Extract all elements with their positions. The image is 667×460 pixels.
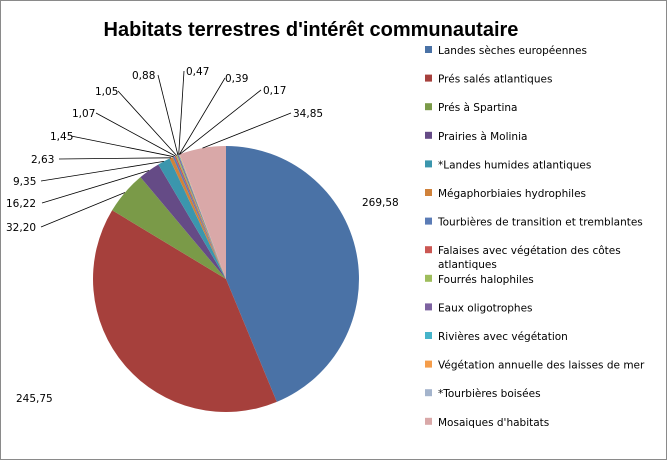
legend-label-rivieres-avec-vegetation: Rivières avec végétation — [438, 331, 568, 343]
leader-line — [95, 112, 176, 157]
pie-slice-fourres-halophiles — [175, 155, 226, 279]
leader-line — [117, 90, 177, 156]
leader-line — [40, 161, 164, 182]
legend-swatch-tourbieres-boisees — [425, 389, 432, 397]
legend-swatch-pres-sales-atlantiques — [425, 74, 432, 82]
data-label-tourbieres-de-transition-et-tremblantes: 1,45 — [50, 131, 73, 143]
legend-swatch-prairies-a-molinia — [425, 131, 432, 139]
pie-slice-megaphorbiaies-hydrophiles — [169, 157, 226, 279]
legend-label-mosaiques-d-habitats: Mosaiques d'habitats — [438, 417, 549, 429]
legend-label-prairies-a-molinia: Prairies à Molinia — [438, 131, 527, 143]
legend-label-tourbieres-de-transition-et-tremblantes: Tourbières de transition et tremblantes — [437, 217, 643, 229]
leader-line — [58, 157, 172, 160]
data-label-pres-sales-atlantiques: 245,75 — [16, 393, 53, 405]
legend-label-tourbieres-boisees: *Tourbières boisées — [438, 388, 541, 400]
data-label-megaphorbiaies-hydrophiles: 2,63 — [31, 154, 54, 166]
leader-line — [202, 112, 292, 149]
data-label-rivieres-avec-vegetation: 0,47 — [186, 66, 209, 78]
data-label-tourbieres-boisees: 0,17 — [263, 85, 286, 97]
pie-slice-tourbieres-boisees — [179, 154, 226, 279]
leader-line — [178, 77, 226, 155]
data-label-vegetation-annuelle-des-laisses-de-mer: 0,39 — [225, 73, 248, 85]
leader-line — [178, 70, 185, 155]
chart-title: Habitats terrestres d'intérêt communauta… — [104, 19, 519, 41]
legend-label-megaphorbiaies-hydrophiles: Mégaphorbiaies hydrophiles — [438, 188, 586, 200]
pie-slice-pres-sales-atlantiques — [93, 210, 277, 412]
legend-label-landes-humides-atlantiques: *Landes humides atlantiques — [438, 159, 591, 171]
data-label-landes-seches-europeennes: 269,58 — [362, 197, 399, 209]
legend-swatch-tourbieres-de-transition-et-tremblantes — [425, 217, 432, 225]
legend-swatch-rivieres-avec-vegetation — [425, 332, 432, 339]
leader-line — [41, 170, 150, 204]
leader-line — [157, 74, 179, 156]
legend-swatch-falaises-avec-vegetation-des-cotes-atlantiques — [425, 246, 432, 254]
pie-slice-landes-seches-europeennes — [226, 146, 359, 402]
data-label-mosaiques-d-habitats: 34,85 — [293, 108, 323, 120]
legend-label-falaises-avec-vegetation-des-cotes-atlantiques: Falaises avec végétation des côtes atlant… — [438, 245, 621, 271]
leader-line — [179, 89, 262, 155]
legend-label-pres-sales-atlantiques: Prés salés atlantiques — [438, 74, 552, 86]
data-label-fourres-halophiles: 1,05 — [95, 86, 118, 98]
data-label-prairies-a-molinia: 16,22 — [6, 198, 36, 210]
legend-label-pres-a-spartina: Prés à Spartina — [438, 102, 517, 114]
pie-slice-prairies-a-molinia — [140, 164, 226, 279]
legend-swatch-eaux-oligotrophes — [425, 303, 432, 311]
legend-label-landes-seches-europeennes: Landes sèches européennes — [438, 45, 587, 57]
pie-slice-tourbieres-de-transition-et-tremblantes — [172, 156, 226, 279]
data-label-landes-humides-atlantiques: 9,35 — [13, 176, 36, 188]
data-labels: 269,58 245,75 32,20 16,22 9,35 2,63 1,45 1,071,… — [6, 66, 399, 405]
leader-line — [70, 135, 174, 158]
pie-slice-falaises-avec-vegetation-des-cotes-atlantiques — [174, 155, 226, 279]
data-label-pres-a-spartina: 32,20 — [6, 222, 36, 234]
pie-slice-mosaiques-d-habitats — [179, 146, 226, 279]
pie-slice-vegetation-annuelle-des-laisses-de-mer — [179, 154, 226, 279]
legend-swatch-landes-seches-europeennes — [425, 46, 432, 53]
data-label-falaises-avec-vegetation-des-cotes-atlantiques: 1,07 — [72, 108, 95, 120]
pie-slice-rivieres-avec-vegetation — [178, 154, 226, 279]
pie-slice-pres-a-spartina — [112, 177, 226, 279]
legend-swatch-megaphorbiaies-hydrophiles — [425, 189, 432, 196]
legend-swatch-vegetation-annuelle-des-laisses-de-mer — [425, 360, 432, 368]
pie-slice-eaux-oligotrophes — [177, 154, 226, 279]
pie-slice-landes-humides-atlantiques — [158, 158, 226, 279]
legend-label-vegetation-annuelle-des-laisses-de-mer: Végétation annuelle des laisses de mer — [438, 360, 645, 372]
legend-label-eaux-oligotrophes: Eaux oligotrophes — [438, 302, 533, 314]
legend-swatch-mosaiques-d-habitats — [425, 417, 432, 425]
legend-swatch-landes-humides-atlantiques — [425, 160, 432, 168]
legend-swatch-fourres-halophiles — [425, 274, 432, 282]
pie-slices — [93, 146, 359, 412]
data-label-eaux-oligotrophes: 0,88 — [132, 70, 155, 82]
legend-label-fourres-halophiles: Fourrés halophiles — [438, 274, 534, 286]
leader-lines — [40, 70, 292, 228]
legend: Landes sèches européennes Prés salés atla… — [425, 45, 645, 429]
legend-swatch-pres-a-spartina — [425, 103, 432, 111]
leader-line — [40, 192, 126, 228]
